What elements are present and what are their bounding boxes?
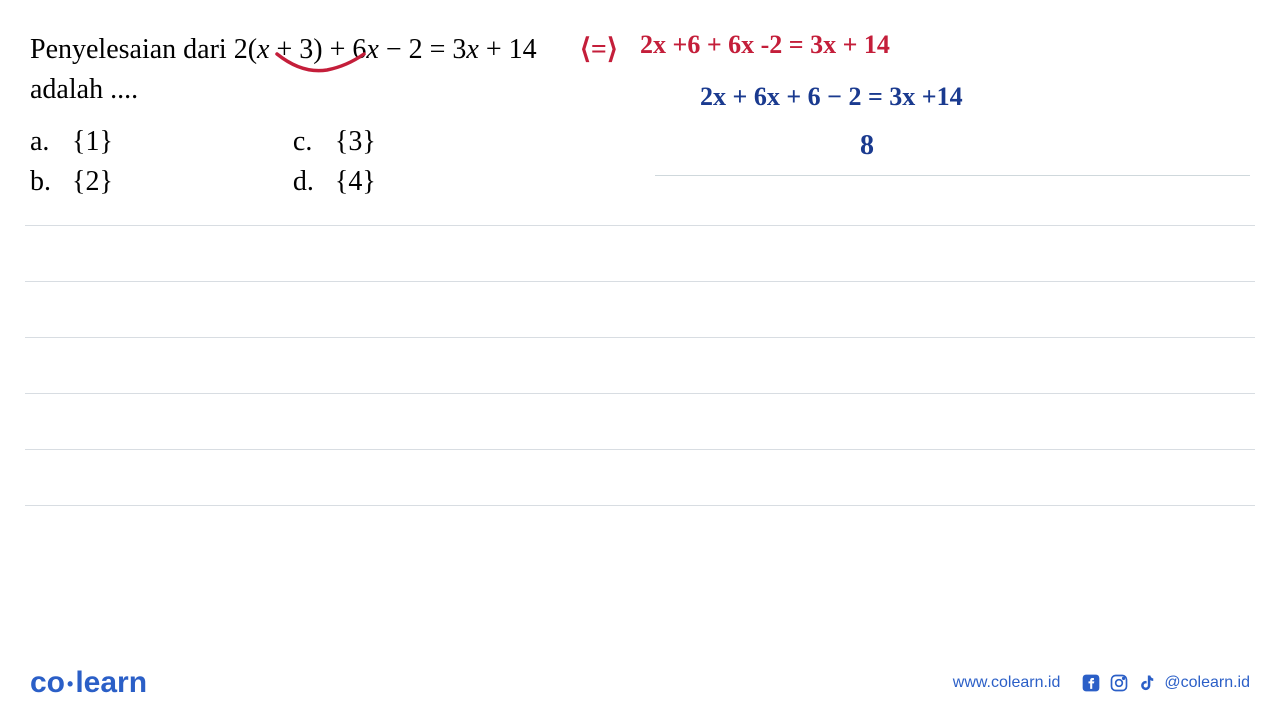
option-d-value: {4} (335, 166, 376, 197)
options-container: a. {1} b. {2} c. {3} d. {4} (30, 126, 1250, 198)
q-part4: + 14 (479, 34, 537, 65)
options-col1: a. {1} b. {2} (30, 126, 113, 198)
facebook-icon (1080, 672, 1102, 694)
option-b-value: {2} (72, 166, 113, 197)
option-d-label: d. (293, 166, 328, 198)
q-part3: − 2 = 3 (379, 34, 467, 65)
website-url: www.colearn.id (953, 674, 1061, 692)
blue-handwriting-1: 2x + 6x + 6 − 2 = 3x +14 (700, 82, 963, 112)
red-arrow-symbol: ⟨=⟩ (580, 32, 618, 66)
option-c: c. {3} (293, 126, 376, 158)
option-d: d. {4} (293, 166, 376, 198)
q-part1: Penyelesaian dari 2( (30, 34, 257, 65)
social-handle: @colearn.id (1164, 674, 1250, 692)
option-c-value: {3} (335, 126, 376, 157)
options-col2: c. {3} d. {4} (293, 126, 376, 198)
tiktok-icon (1136, 672, 1158, 694)
blue-handwriting-2: 8 (860, 130, 874, 162)
footer: co•learn www.colearn.id @colearn.id (0, 666, 1280, 700)
option-a-value: {1} (72, 126, 113, 157)
red-handwriting: 2x +6 + 6x -2 = 3x + 14 (640, 30, 890, 60)
ruled-line (25, 337, 1255, 338)
ruled-lines (25, 225, 1255, 561)
ruled-line (25, 505, 1255, 506)
logo-dot: • (67, 674, 73, 694)
ruled-line (25, 449, 1255, 450)
ruled-line (25, 393, 1255, 394)
option-c-label: c. (293, 126, 328, 158)
ruled-line (25, 225, 1255, 226)
option-b: b. {2} (30, 166, 113, 198)
option-a-label: a. (30, 126, 65, 158)
option-b-label: b. (30, 166, 65, 198)
q-var3: x (466, 34, 478, 65)
brand-logo: co•learn (30, 666, 147, 700)
footer-right: www.colearn.id @colearn.id (953, 672, 1250, 694)
instagram-icon (1108, 672, 1130, 694)
work-underline (655, 175, 1250, 176)
ruled-line (25, 281, 1255, 282)
logo-part2: learn (75, 666, 147, 699)
option-a: a. {1} (30, 126, 113, 158)
logo-part1: co (30, 666, 65, 699)
social-icons: @colearn.id (1080, 672, 1250, 694)
question-text-line2: adalah .... (30, 74, 1250, 106)
q-var1: x (257, 34, 269, 65)
red-underline-mark (272, 52, 372, 77)
